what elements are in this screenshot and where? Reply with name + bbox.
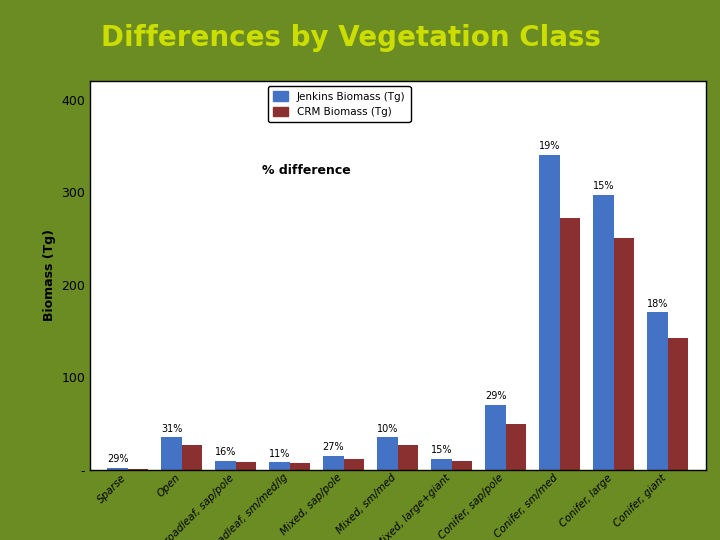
Bar [647,313,668,470]
Bar [560,218,580,470]
Bar [506,423,526,470]
Bar [485,405,505,470]
Bar [377,437,397,470]
Bar [452,461,472,470]
Bar [107,468,128,470]
Text: 29%: 29% [107,454,128,464]
Text: 31%: 31% [161,424,182,434]
Bar [344,458,364,470]
Text: 10%: 10% [377,424,398,434]
Bar [539,155,560,470]
Text: 29%: 29% [485,392,506,401]
Bar [269,462,289,470]
Legend: Jenkins Biomass (Tg), CRM Biomass (Tg): Jenkins Biomass (Tg), CRM Biomass (Tg) [268,86,410,122]
Bar [398,445,418,470]
Text: Differences by Vegetation Class: Differences by Vegetation Class [101,24,600,52]
Bar [614,238,634,470]
Bar [215,461,236,470]
Text: 27%: 27% [323,442,344,452]
Text: 15%: 15% [431,445,452,455]
Bar [290,463,310,470]
Bar [431,458,452,470]
Bar [236,462,256,470]
Text: 18%: 18% [647,299,668,309]
Bar [668,339,688,470]
Text: 15%: 15% [593,181,614,191]
Bar [323,456,344,470]
Text: 16%: 16% [215,447,236,457]
Text: 19%: 19% [539,141,560,151]
Text: % difference: % difference [262,164,351,177]
Bar [593,195,614,470]
Bar [181,445,202,470]
Bar [161,437,181,470]
Text: 11%: 11% [269,449,290,458]
Bar [128,469,148,470]
Y-axis label: Biomass (Tg): Biomass (Tg) [42,230,55,321]
